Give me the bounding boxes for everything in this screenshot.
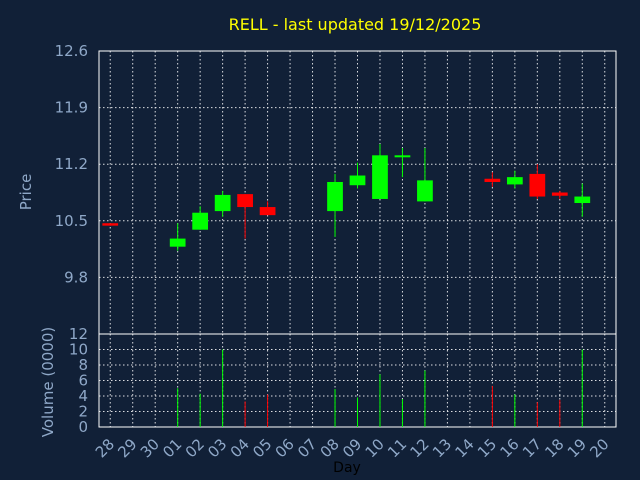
volume-tick-label: 6 bbox=[78, 372, 88, 390]
candle-body bbox=[484, 178, 501, 182]
candle-body bbox=[372, 155, 388, 199]
volume-tick-label: 4 bbox=[78, 387, 88, 405]
candle-body bbox=[394, 155, 411, 158]
candle-body bbox=[237, 194, 253, 208]
candle-body bbox=[417, 180, 433, 202]
candle-body bbox=[574, 196, 591, 204]
volume-tick-label: 2 bbox=[78, 403, 88, 421]
volume-tick-label: 12 bbox=[69, 325, 88, 343]
candle-body bbox=[192, 212, 209, 230]
price-tick-label: 11.9 bbox=[55, 99, 88, 117]
price-axis-label: Price bbox=[17, 174, 35, 211]
candle-body bbox=[327, 181, 343, 212]
candle-body bbox=[102, 223, 119, 226]
x-axis-label: Day bbox=[333, 460, 361, 476]
candle-body bbox=[214, 194, 231, 212]
candle-body bbox=[506, 177, 523, 185]
price-tick-label: 12.6 bbox=[55, 42, 88, 60]
volume-tick-label: 10 bbox=[69, 341, 88, 359]
chart-title: RELL - last updated 19/12/2025 bbox=[229, 15, 482, 34]
candle-body bbox=[349, 175, 366, 186]
volume-axis-label: Volume (0000) bbox=[39, 327, 57, 437]
price-tick-label: 9.8 bbox=[64, 268, 88, 286]
candle-body bbox=[551, 192, 568, 196]
volume-tick-label: 0 bbox=[78, 418, 88, 436]
candle-body bbox=[169, 238, 186, 247]
x-tick-label: 20 bbox=[586, 435, 612, 461]
price-tick-label: 11.2 bbox=[55, 155, 88, 173]
x-tick-labels: 2829300102030405060708091011121314151617… bbox=[92, 435, 613, 461]
price-panel: 12.6 11.9 11.2 10.5 9.8 bbox=[55, 42, 617, 335]
candle-body bbox=[529, 173, 546, 197]
volume-tick-label: 8 bbox=[78, 356, 88, 374]
price-tick-label: 10.5 bbox=[55, 212, 88, 230]
candle-body bbox=[259, 207, 276, 216]
